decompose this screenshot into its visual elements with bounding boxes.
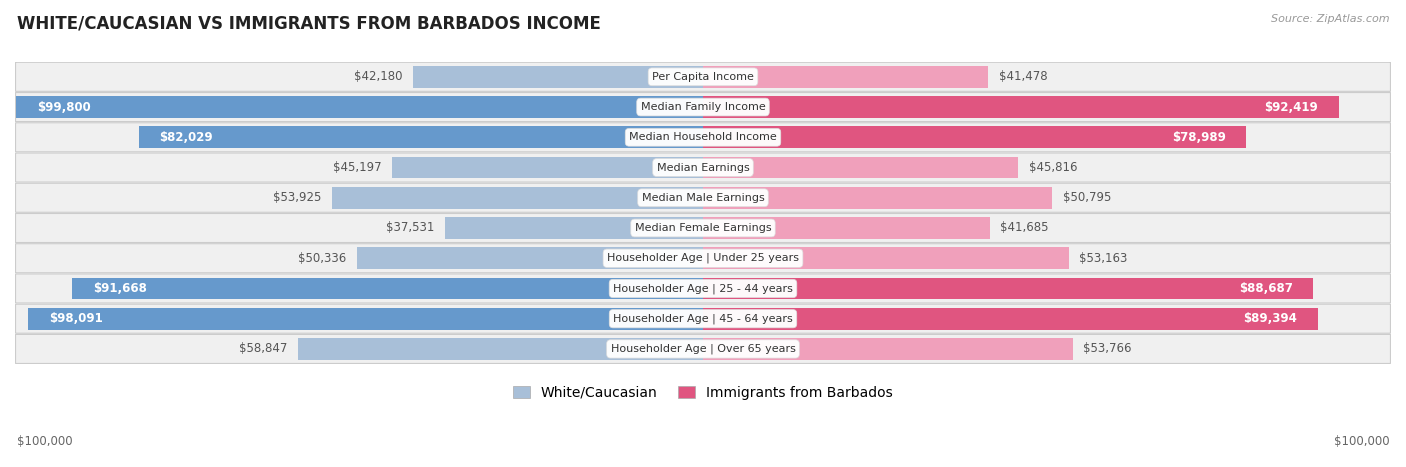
Text: $88,687: $88,687 [1239, 282, 1292, 295]
FancyBboxPatch shape [15, 123, 1391, 152]
Bar [703, 308, 1317, 330]
Text: $99,800: $99,800 [37, 100, 91, 113]
Text: $53,163: $53,163 [1078, 252, 1128, 265]
Bar [703, 96, 1339, 118]
Text: $82,029: $82,029 [159, 131, 212, 144]
FancyBboxPatch shape [15, 153, 1391, 182]
Bar [703, 217, 990, 239]
Text: $45,197: $45,197 [333, 161, 381, 174]
Bar [392, 156, 703, 178]
Text: $53,925: $53,925 [273, 191, 322, 204]
Bar [72, 277, 703, 299]
Text: Householder Age | Over 65 years: Householder Age | Over 65 years [610, 344, 796, 354]
Text: $92,419: $92,419 [1264, 100, 1319, 113]
Text: Source: ZipAtlas.com: Source: ZipAtlas.com [1271, 14, 1389, 24]
Text: $89,394: $89,394 [1243, 312, 1298, 325]
Bar [703, 156, 1018, 178]
Text: $98,091: $98,091 [49, 312, 103, 325]
FancyBboxPatch shape [15, 213, 1391, 242]
Bar [703, 187, 1053, 209]
Text: $78,989: $78,989 [1173, 131, 1226, 144]
Bar [413, 66, 703, 88]
Bar [139, 127, 703, 148]
Bar [703, 338, 1073, 360]
Text: Median Family Income: Median Family Income [641, 102, 765, 112]
Text: $37,531: $37,531 [387, 221, 434, 234]
Text: Householder Age | Under 25 years: Householder Age | Under 25 years [607, 253, 799, 263]
Bar [357, 248, 703, 269]
Text: Householder Age | 25 - 44 years: Householder Age | 25 - 44 years [613, 283, 793, 294]
Text: $100,000: $100,000 [1333, 435, 1389, 448]
Text: Median Earnings: Median Earnings [657, 163, 749, 172]
FancyBboxPatch shape [15, 183, 1391, 212]
Text: Per Capita Income: Per Capita Income [652, 72, 754, 82]
Text: $50,336: $50,336 [298, 252, 346, 265]
Text: Median Female Earnings: Median Female Earnings [634, 223, 772, 233]
FancyBboxPatch shape [15, 244, 1391, 273]
Text: $42,180: $42,180 [354, 71, 402, 83]
Text: $50,795: $50,795 [1063, 191, 1111, 204]
Bar [703, 66, 988, 88]
Text: $41,478: $41,478 [998, 71, 1047, 83]
Bar [444, 217, 703, 239]
Text: Median Household Income: Median Household Income [628, 132, 778, 142]
Legend: White/Caucasian, Immigrants from Barbados: White/Caucasian, Immigrants from Barbado… [508, 380, 898, 405]
FancyBboxPatch shape [15, 334, 1391, 363]
Bar [298, 338, 703, 360]
Text: $100,000: $100,000 [17, 435, 73, 448]
Text: $91,668: $91,668 [93, 282, 146, 295]
Text: $53,766: $53,766 [1083, 342, 1132, 355]
FancyBboxPatch shape [15, 304, 1391, 333]
Text: $41,685: $41,685 [1000, 221, 1049, 234]
FancyBboxPatch shape [15, 92, 1391, 121]
Text: $45,816: $45,816 [1029, 161, 1077, 174]
Bar [332, 187, 703, 209]
Text: WHITE/CAUCASIAN VS IMMIGRANTS FROM BARBADOS INCOME: WHITE/CAUCASIAN VS IMMIGRANTS FROM BARBA… [17, 14, 600, 32]
Text: Householder Age | 45 - 64 years: Householder Age | 45 - 64 years [613, 313, 793, 324]
Text: $58,847: $58,847 [239, 342, 288, 355]
Bar [703, 277, 1313, 299]
Text: Median Male Earnings: Median Male Earnings [641, 193, 765, 203]
FancyBboxPatch shape [15, 62, 1391, 92]
Bar [703, 248, 1069, 269]
Bar [703, 127, 1247, 148]
Bar [17, 96, 703, 118]
Bar [28, 308, 703, 330]
FancyBboxPatch shape [15, 274, 1391, 303]
